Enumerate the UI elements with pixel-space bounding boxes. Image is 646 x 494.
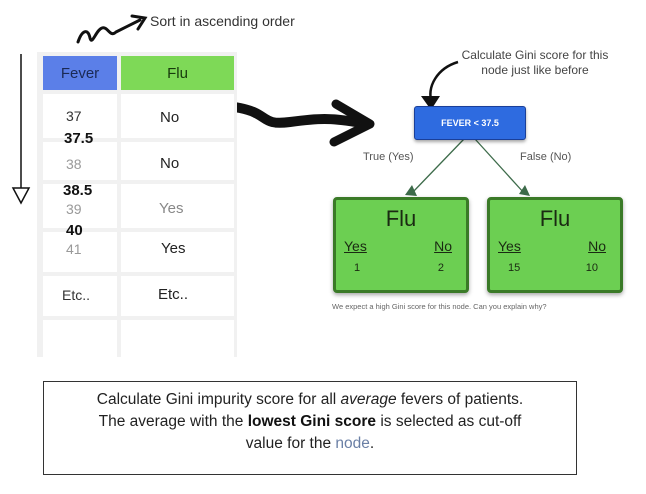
true-branch-line	[411, 138, 465, 194]
summary-line-1: Calculate Gini impurity score for all av…	[96, 391, 524, 408]
false-branch-arrowhead	[519, 185, 530, 196]
leaf-yes-label: Yes	[344, 238, 367, 254]
leaf-no-count: 10	[585, 262, 598, 274]
leaf-no-label: No	[434, 238, 452, 254]
gini-note: Calculate Gini score for this node just …	[461, 48, 609, 77]
false-branch-label: False (No)	[520, 151, 572, 163]
flu-value: Yes	[159, 200, 184, 217]
summary-line-3: value for the node.	[245, 435, 375, 452]
flu-value: No	[160, 155, 180, 172]
average-value: 37.5	[64, 130, 94, 147]
fever-value: 39	[66, 201, 82, 217]
squiggle-arrowhead	[130, 14, 148, 31]
leaf-yes-count: 1	[354, 262, 361, 274]
flu-value: Yes	[161, 240, 186, 257]
flu-value: Etc..	[158, 286, 189, 303]
leaf-yes-label: Yes	[498, 238, 521, 254]
big-curved-arrowhead	[329, 99, 375, 147]
fever-value: 41	[66, 241, 82, 257]
flu-header: Flu	[121, 56, 234, 90]
true-branch-arrowhead	[405, 185, 417, 196]
leaf-true: Flu Yes No 1 2	[333, 197, 469, 293]
summary-line-2: The average with the lowest Gini score i…	[98, 413, 522, 430]
expectation-note: We expect a high Gini score for this nod…	[332, 302, 547, 311]
average-value: 38.5	[63, 182, 93, 199]
leaf-no-label: No	[588, 238, 606, 254]
leaf-false: Flu Yes No 15 10	[487, 197, 623, 293]
fever-value: Etc..	[62, 287, 91, 303]
true-branch-label: True (Yes)	[363, 151, 414, 163]
decision-node: FEVER < 37.5	[414, 106, 526, 140]
flu-value: No	[160, 109, 180, 126]
fever-header: Fever	[43, 56, 117, 90]
sort-down-arrowhead	[11, 187, 31, 205]
leaf-yes-count: 15	[508, 262, 521, 274]
leaf-no-count: 2	[437, 262, 444, 274]
fever-value: 38	[66, 156, 82, 172]
sort-label: Sort in ascending order	[150, 13, 295, 29]
summary-box: Calculate Gini impurity score for all av…	[43, 381, 577, 475]
squiggle-arrow	[76, 18, 142, 44]
false-branch-line	[474, 138, 525, 194]
average-value: 40	[66, 222, 83, 239]
note-arrowhead	[421, 96, 440, 110]
leaf-title: Flu	[385, 206, 417, 231]
fever-flu-table	[37, 52, 237, 357]
leaf-title: Flu	[539, 206, 571, 231]
fever-value: 37	[66, 108, 82, 124]
